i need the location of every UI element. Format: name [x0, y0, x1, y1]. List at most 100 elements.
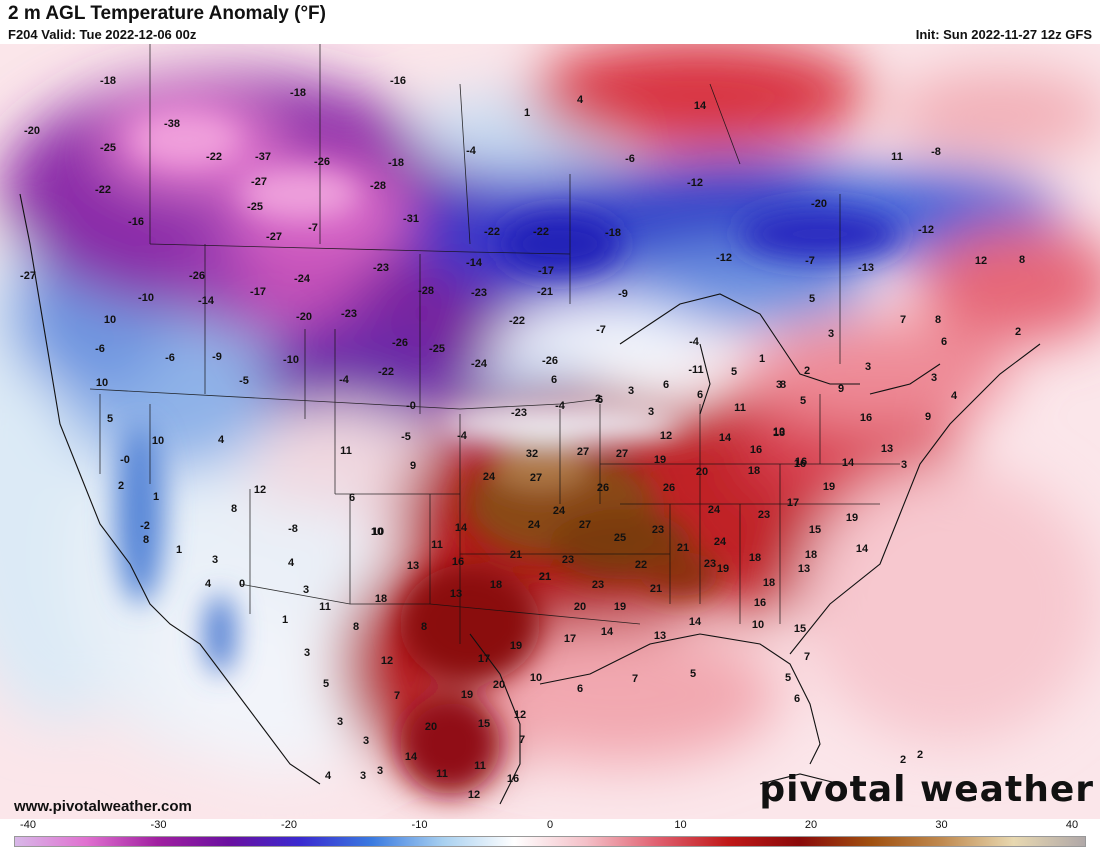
anomaly-label: 12 — [253, 484, 267, 496]
anomaly-label: -25 — [429, 343, 445, 355]
anomaly-label: 9 — [924, 411, 932, 423]
anomaly-label: -20 — [811, 198, 827, 210]
anomaly-label: -6 — [165, 352, 175, 364]
anomaly-label: 24 — [707, 504, 721, 516]
anomaly-label: -0 — [120, 454, 130, 466]
anomaly-label: 11 — [319, 601, 331, 613]
anomaly-label: -26 — [392, 337, 408, 349]
anomaly-label: 10 — [370, 526, 384, 538]
anomaly-label: 8 — [934, 314, 942, 326]
anomaly-label: 3 — [362, 735, 370, 747]
anomaly-label: 1 — [281, 614, 289, 626]
anomaly-label: -27 — [251, 176, 267, 188]
colorbar — [14, 836, 1086, 847]
anomaly-label: 16 — [749, 444, 763, 456]
anomaly-label: 6 — [940, 336, 948, 348]
anomaly-label: 14 — [855, 543, 869, 555]
anomaly-label: -22 — [484, 226, 500, 238]
anomaly-label: 3 — [864, 361, 872, 373]
anomaly-label: 14 — [600, 626, 614, 638]
anomaly-map: -18 -16 -18 1 4 14 -20 -38 -25 -22 -37 -26 -18 -4 -6 11… — [0, 44, 1100, 819]
anomaly-label: -22 — [378, 366, 394, 378]
anomaly-label: 23 — [651, 524, 665, 536]
anomaly-label: 13 — [406, 560, 420, 572]
anomaly-label: -22 — [206, 151, 222, 163]
anomaly-label: 11 — [474, 760, 486, 772]
anomaly-label: 6 — [576, 683, 584, 695]
anomaly-label: 23 — [561, 554, 575, 566]
anomaly-label: -31 — [403, 213, 419, 225]
anomaly-label: 19 — [845, 512, 859, 524]
anomaly-label: 27 — [576, 446, 590, 458]
anomaly-label: -4 — [689, 336, 699, 348]
anomaly-label: 12 — [659, 430, 673, 442]
anomaly-label: -5 — [401, 431, 411, 443]
anomaly-label: 14 — [404, 751, 418, 763]
anomaly-label: 5 — [689, 668, 697, 680]
anomaly-label: 12 — [467, 789, 481, 801]
anomaly-label: 13 — [449, 588, 463, 600]
anomaly-label: 11 — [891, 151, 903, 163]
anomaly-label: -9 — [618, 288, 628, 300]
anomaly-label: 21 — [649, 583, 663, 595]
anomaly-label: 16 — [859, 412, 873, 424]
anomaly-label: 18 — [804, 549, 818, 561]
anomaly-label: 27 — [615, 448, 629, 460]
anomaly-label: 8 — [352, 621, 360, 633]
anomaly-label: 8 — [1018, 254, 1026, 266]
colorbar-tick-label: -10 — [411, 819, 428, 831]
map-title: 2 m AGL Temperature Anomaly (°F) — [8, 3, 326, 24]
anomaly-label: -26 — [314, 156, 330, 168]
anomaly-label: 9 — [837, 383, 845, 395]
anomaly-label: -26 — [189, 270, 205, 282]
anomaly-label: 13 — [797, 563, 811, 575]
anomaly-label: 5 — [730, 366, 738, 378]
anomaly-label: 5 — [808, 293, 816, 305]
anomaly-label: 14 — [718, 432, 732, 444]
anomaly-label: -14 — [466, 257, 482, 269]
anomaly-label: 1 — [758, 353, 766, 365]
anomaly-label: -13 — [858, 262, 874, 274]
anomaly-label: 7 — [518, 734, 526, 746]
anomaly-label: 10 — [529, 672, 543, 684]
colorbar-tick-label: 0 — [546, 819, 554, 831]
colorbar-tick-label: 20 — [804, 819, 818, 831]
anomaly-label: 3 — [302, 584, 310, 596]
anomaly-label: -0 — [406, 400, 416, 412]
anomaly-label: 24 — [482, 471, 496, 483]
colorbar-tick-label: 10 — [674, 819, 687, 831]
anomaly-label: 8 — [230, 503, 238, 515]
anomaly-label: 7 — [393, 690, 401, 702]
anomaly-label: 14 — [688, 616, 702, 628]
colorbar-tick-label: -30 — [150, 819, 167, 831]
anomaly-label: 10 — [371, 526, 385, 538]
anomaly-label: 2 — [916, 749, 924, 761]
anomaly-label: 14 — [454, 522, 468, 534]
anomaly-label: -8 — [931, 146, 941, 158]
anomaly-label: -25 — [247, 201, 263, 213]
anomaly-label: 22 — [634, 559, 648, 571]
anomaly-label: 5 — [322, 678, 330, 690]
anomaly-label: 8 — [420, 621, 428, 633]
anomaly-label: -17 — [250, 286, 266, 298]
anomaly-label: 6 — [348, 492, 356, 504]
anomaly-label: 17 — [563, 633, 577, 645]
anomaly-label: -20 — [24, 125, 40, 137]
website-url[interactable]: www.pivotalweather.com — [14, 798, 192, 815]
anomaly-label: 18 — [747, 465, 761, 477]
anomaly-label: -4 — [339, 374, 349, 386]
init-time: Init: Sun 2022-11-27 12z GFS — [915, 27, 1092, 42]
anomaly-label: 19 — [653, 454, 667, 466]
anomaly-label: 1 — [175, 544, 183, 556]
anomaly-label: 17 — [786, 497, 800, 509]
anomaly-label: -11 — [688, 364, 704, 376]
anomaly-label: 13 — [653, 630, 667, 642]
anomaly-label: 7 — [899, 314, 907, 326]
anomaly-label: 19 — [613, 601, 627, 613]
anomaly-label: 23 — [757, 509, 771, 521]
anomaly-label: 10 — [751, 619, 765, 631]
anomaly-label: 16 — [506, 773, 520, 785]
anomaly-label: 0 — [238, 578, 246, 590]
anomaly-label: 21 — [538, 571, 552, 583]
anomaly-label: -14 — [198, 295, 214, 307]
